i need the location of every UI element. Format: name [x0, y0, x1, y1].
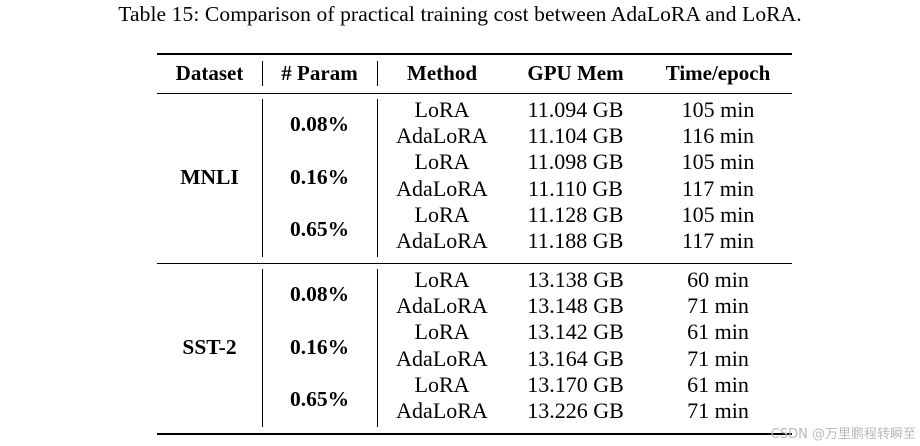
bottom-rule	[157, 433, 792, 435]
group-separator-rule	[157, 263, 792, 264]
method-cell: AdaLoRA	[396, 175, 488, 201]
gpu-mem-cell: 11.098 GB	[527, 149, 624, 175]
method-cell: AdaLoRA	[396, 228, 488, 253]
time-epoch-cell: 105 min	[681, 97, 755, 122]
gpu-mem-cell: 13.164 GB	[527, 345, 624, 371]
watermark: CSDN @万里鹏程转瞬至	[770, 427, 916, 442]
gpu-mem-cell: 13.226 GB	[527, 398, 624, 423]
dataset-cell: MNLI	[180, 164, 239, 189]
time-epoch-cell: 61 min	[687, 371, 749, 397]
gpu-mem-cell: 13.148 GB	[527, 293, 624, 319]
column-divider-2	[377, 99, 378, 257]
method-cell: AdaLoRA	[396, 398, 488, 423]
gpu-mem-cell: 11.188 GB	[527, 228, 624, 253]
gpu-mem-cell: 11.104 GB	[527, 123, 624, 149]
header-param: # Param	[281, 61, 358, 85]
time-epoch-cell: 105 min	[681, 201, 755, 227]
header-divider-2	[377, 61, 378, 86]
param-cell: 0.08%	[289, 112, 350, 137]
table-caption: Table 15: Comparison of practical traini…	[118, 2, 802, 26]
time-epoch-cell: 116 min	[682, 123, 754, 149]
param-cell: 0.16%	[289, 164, 350, 189]
time-epoch-cell: 71 min	[687, 345, 749, 371]
column-divider-2	[377, 269, 378, 427]
header-dataset: Dataset	[175, 61, 244, 85]
param-cell: 0.65%	[289, 386, 350, 411]
param-cell: 0.08%	[289, 282, 350, 307]
gpu-mem-cell: 11.110 GB	[528, 175, 623, 201]
column-divider-1	[262, 269, 263, 427]
header-rule	[157, 93, 792, 94]
gpu-mem-cell: 11.128 GB	[527, 201, 624, 227]
method-cell: LoRA	[414, 149, 470, 175]
header-divider-1	[262, 61, 263, 86]
time-epoch-cell: 105 min	[681, 149, 755, 175]
method-cell: LoRA	[414, 267, 470, 292]
dataset-cell: SST-2	[182, 334, 237, 359]
gpu-mem-cell: 13.170 GB	[527, 371, 624, 397]
param-cell: 0.16%	[289, 334, 350, 359]
header-method: Method	[407, 61, 477, 85]
method-cell: AdaLoRA	[396, 293, 488, 319]
method-cell: LoRA	[414, 371, 470, 397]
method-cell: LoRA	[414, 97, 470, 122]
header-gpu-mem: GPU Mem	[527, 61, 624, 85]
method-cell: AdaLoRA	[396, 123, 488, 149]
time-epoch-cell: 117 min	[682, 228, 754, 253]
param-cell: 0.65%	[289, 216, 350, 241]
time-epoch-cell: 60 min	[687, 267, 749, 292]
time-epoch-cell: 61 min	[687, 319, 749, 345]
time-epoch-cell: 117 min	[682, 175, 754, 201]
gpu-mem-cell: 11.094 GB	[527, 97, 624, 122]
method-cell: LoRA	[414, 201, 470, 227]
column-divider-1	[262, 99, 263, 257]
method-cell: LoRA	[414, 319, 470, 345]
top-rule	[157, 53, 792, 55]
method-cell: AdaLoRA	[396, 345, 488, 371]
time-epoch-cell: 71 min	[687, 293, 749, 319]
time-epoch-cell: 71 min	[687, 398, 749, 423]
gpu-mem-cell: 13.142 GB	[527, 319, 624, 345]
gpu-mem-cell: 13.138 GB	[527, 267, 624, 292]
header-time-epoch: Time/epoch	[665, 61, 771, 85]
